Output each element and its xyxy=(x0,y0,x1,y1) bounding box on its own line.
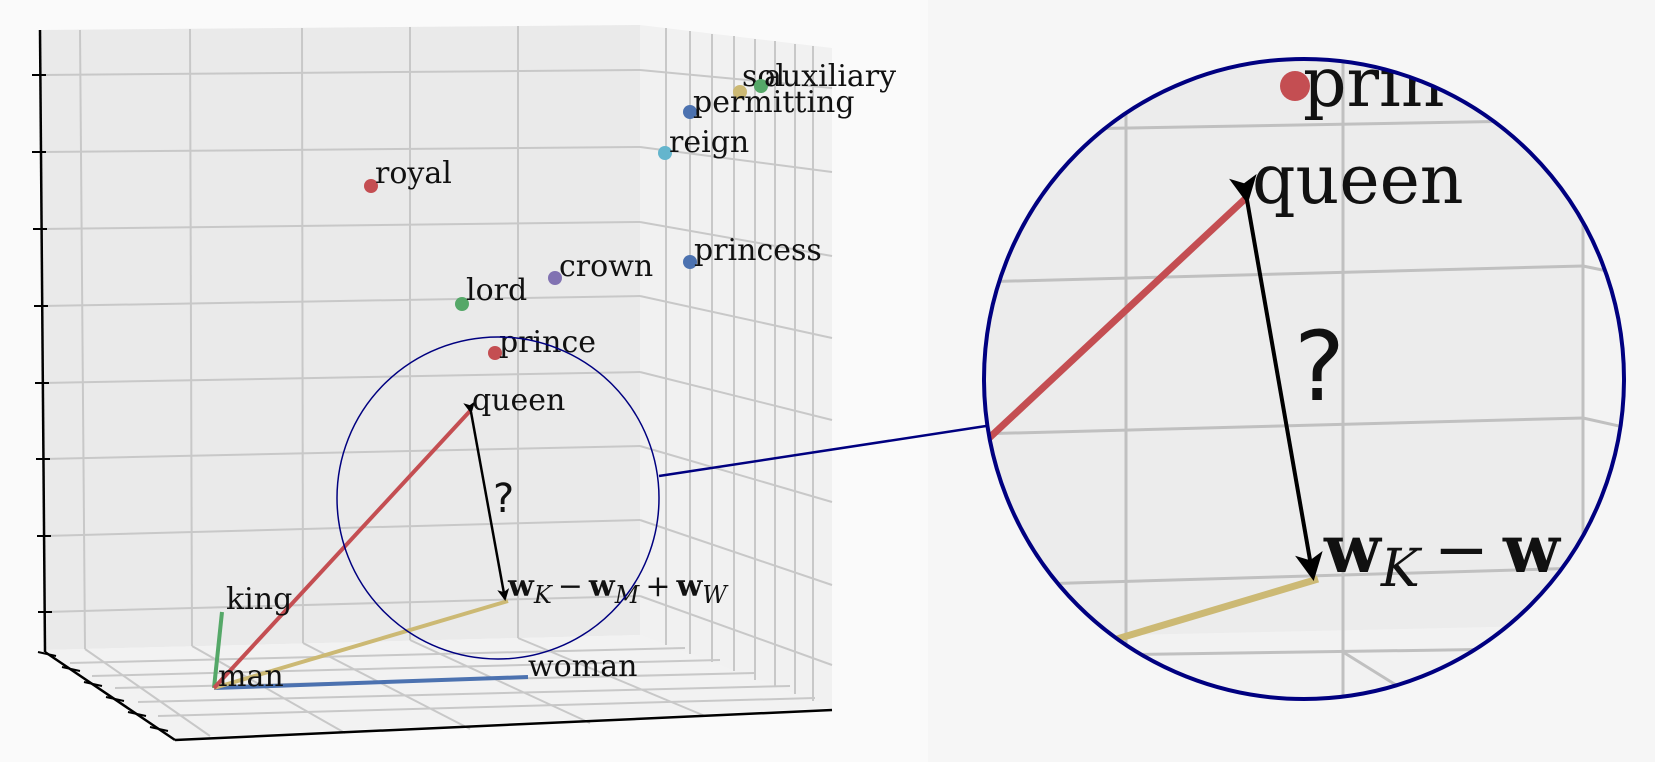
royal-label: royal xyxy=(375,156,452,191)
crown-label: crown xyxy=(559,249,653,284)
princess-label: princess xyxy=(694,233,822,268)
man-label: man xyxy=(218,659,284,694)
queen-label: queen xyxy=(472,383,565,418)
prince-label: prince xyxy=(499,325,596,360)
zoom-queen-label: queen xyxy=(1252,141,1464,220)
question-mark: ? xyxy=(493,476,514,522)
woman-label: woman xyxy=(528,649,637,684)
zoom-question-mark: ? xyxy=(1294,311,1345,423)
reign-label: reign xyxy=(669,125,749,160)
king-label: king xyxy=(226,582,292,617)
zoom-formula: wK − w xyxy=(1323,510,1562,599)
lord-label: lord xyxy=(466,273,527,308)
zoom-inset: prin queen ? wK − w xyxy=(880,40,1655,720)
permitting-label: permitting xyxy=(693,85,855,120)
